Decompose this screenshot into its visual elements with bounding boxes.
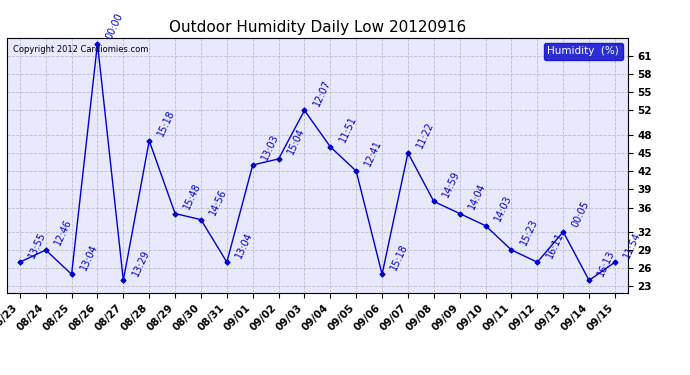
Text: 15:48: 15:48 bbox=[182, 181, 203, 211]
Text: Copyright 2012 Cardiomies.com: Copyright 2012 Cardiomies.com bbox=[13, 45, 148, 54]
Title: Outdoor Humidity Daily Low 20120916: Outdoor Humidity Daily Low 20120916 bbox=[169, 20, 466, 35]
Text: 13:04: 13:04 bbox=[79, 242, 99, 272]
Text: 16:11: 16:11 bbox=[544, 230, 565, 260]
Text: 11:22: 11:22 bbox=[415, 120, 436, 150]
Text: 15:04: 15:04 bbox=[286, 127, 306, 156]
Text: 00:05: 00:05 bbox=[570, 200, 591, 229]
Text: 12:46: 12:46 bbox=[52, 218, 74, 247]
Text: 13:04: 13:04 bbox=[234, 230, 255, 260]
Text: 15:18: 15:18 bbox=[389, 242, 410, 272]
Text: 13:29: 13:29 bbox=[130, 248, 151, 278]
Text: 13:55: 13:55 bbox=[27, 230, 48, 260]
Text: 13:03: 13:03 bbox=[259, 133, 280, 162]
Text: 14:04: 14:04 bbox=[466, 182, 487, 211]
Text: 11:51: 11:51 bbox=[337, 114, 358, 144]
Text: 16:13: 16:13 bbox=[596, 248, 617, 278]
Text: 00:00: 00:00 bbox=[104, 11, 125, 41]
Text: 15:18: 15:18 bbox=[156, 108, 177, 138]
Text: 12:41: 12:41 bbox=[363, 139, 384, 168]
Text: 11:54: 11:54 bbox=[622, 230, 643, 260]
Text: 14:59: 14:59 bbox=[441, 169, 462, 199]
Legend: Humidity  (%): Humidity (%) bbox=[544, 43, 622, 60]
Text: 15:23: 15:23 bbox=[518, 217, 540, 247]
Text: 14:56: 14:56 bbox=[208, 188, 229, 217]
Text: 14:03: 14:03 bbox=[493, 194, 513, 223]
Text: 12:07: 12:07 bbox=[311, 78, 333, 108]
